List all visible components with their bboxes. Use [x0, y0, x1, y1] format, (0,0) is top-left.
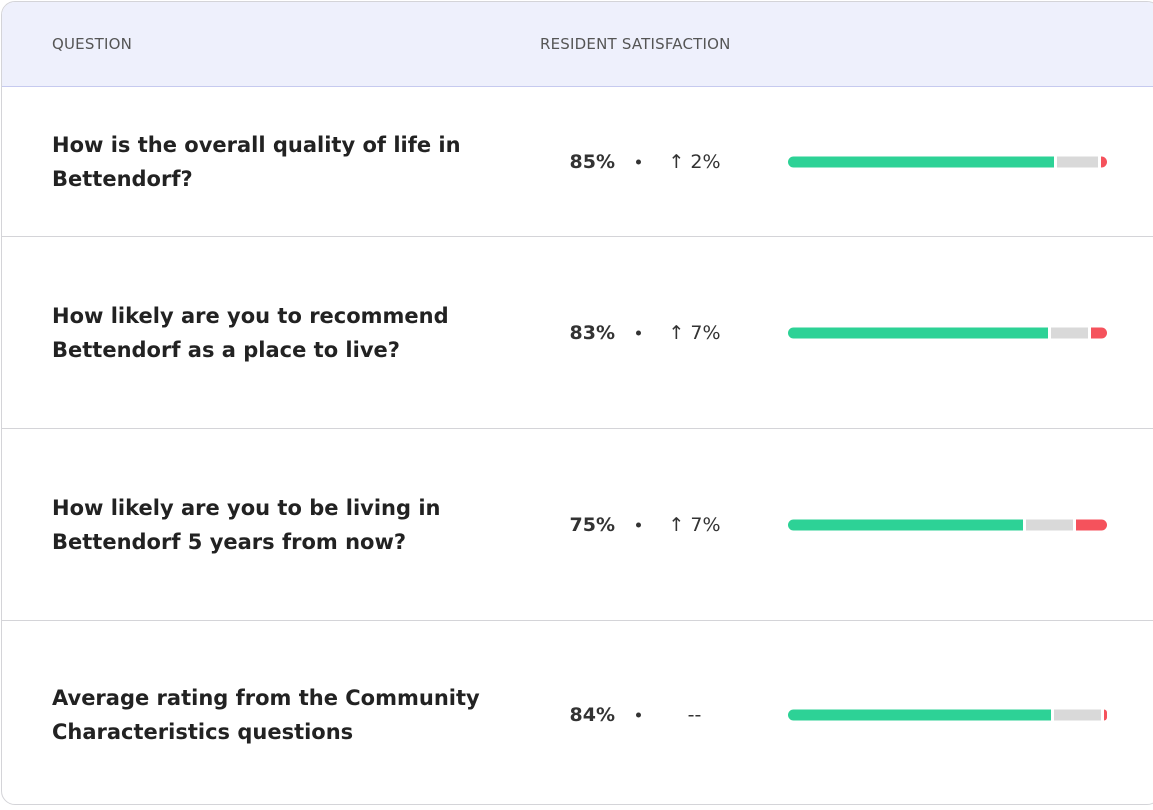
change: ↑ 2%	[668, 150, 721, 173]
bar-segment	[1091, 327, 1107, 338]
change: --	[687, 703, 702, 726]
table-row: Average rating from the Community Charac…	[2, 621, 1153, 804]
table-body: How is the overall quality of life in Be…	[2, 87, 1153, 804]
separator	[636, 330, 641, 335]
distribution-bar	[788, 519, 1107, 530]
satisfaction: 84%	[569, 703, 615, 726]
change: ↑ 7%	[668, 513, 721, 536]
distribution-bar	[788, 709, 1107, 720]
change: ↑ 7%	[668, 321, 721, 344]
header-cell: QUESTION	[52, 35, 132, 53]
distribution-bar	[788, 327, 1107, 338]
bar-segment	[1025, 519, 1073, 530]
table-header: QUESTION RESIDENT SATISFACTION	[2, 2, 1153, 87]
separator	[636, 159, 641, 164]
table-row: How likely are you to recommend Bettendo…	[2, 237, 1153, 429]
table-row: How is the overall quality of life in Be…	[2, 87, 1153, 237]
question: How is the overall quality of life in Be…	[52, 132, 461, 191]
satisfaction: 75%	[569, 513, 615, 536]
bar-segment	[788, 519, 1023, 530]
bar-segment	[788, 156, 1055, 167]
question: How likely are you to recommend Bettendo…	[52, 303, 449, 362]
satisfaction: 83%	[569, 321, 615, 344]
bar-segment	[1103, 709, 1107, 720]
separator	[636, 522, 641, 527]
bar-segment	[788, 709, 1051, 720]
bar-segment	[1050, 327, 1089, 338]
bar-segment	[1053, 709, 1101, 720]
bar-segment	[788, 327, 1048, 338]
bar-segment	[1100, 156, 1107, 167]
question: How likely are you to be living in Bette…	[52, 495, 441, 554]
question: Average rating from the Community Charac…	[52, 685, 480, 744]
separator	[636, 712, 641, 717]
satisfaction: 85%	[569, 150, 615, 173]
distribution-bar	[788, 156, 1107, 167]
bar-segment	[1057, 156, 1098, 167]
header-cell: RESIDENT SATISFACTION	[540, 35, 731, 53]
table-row: How likely are you to be living in Bette…	[2, 429, 1153, 621]
bar-segment	[1075, 519, 1107, 530]
